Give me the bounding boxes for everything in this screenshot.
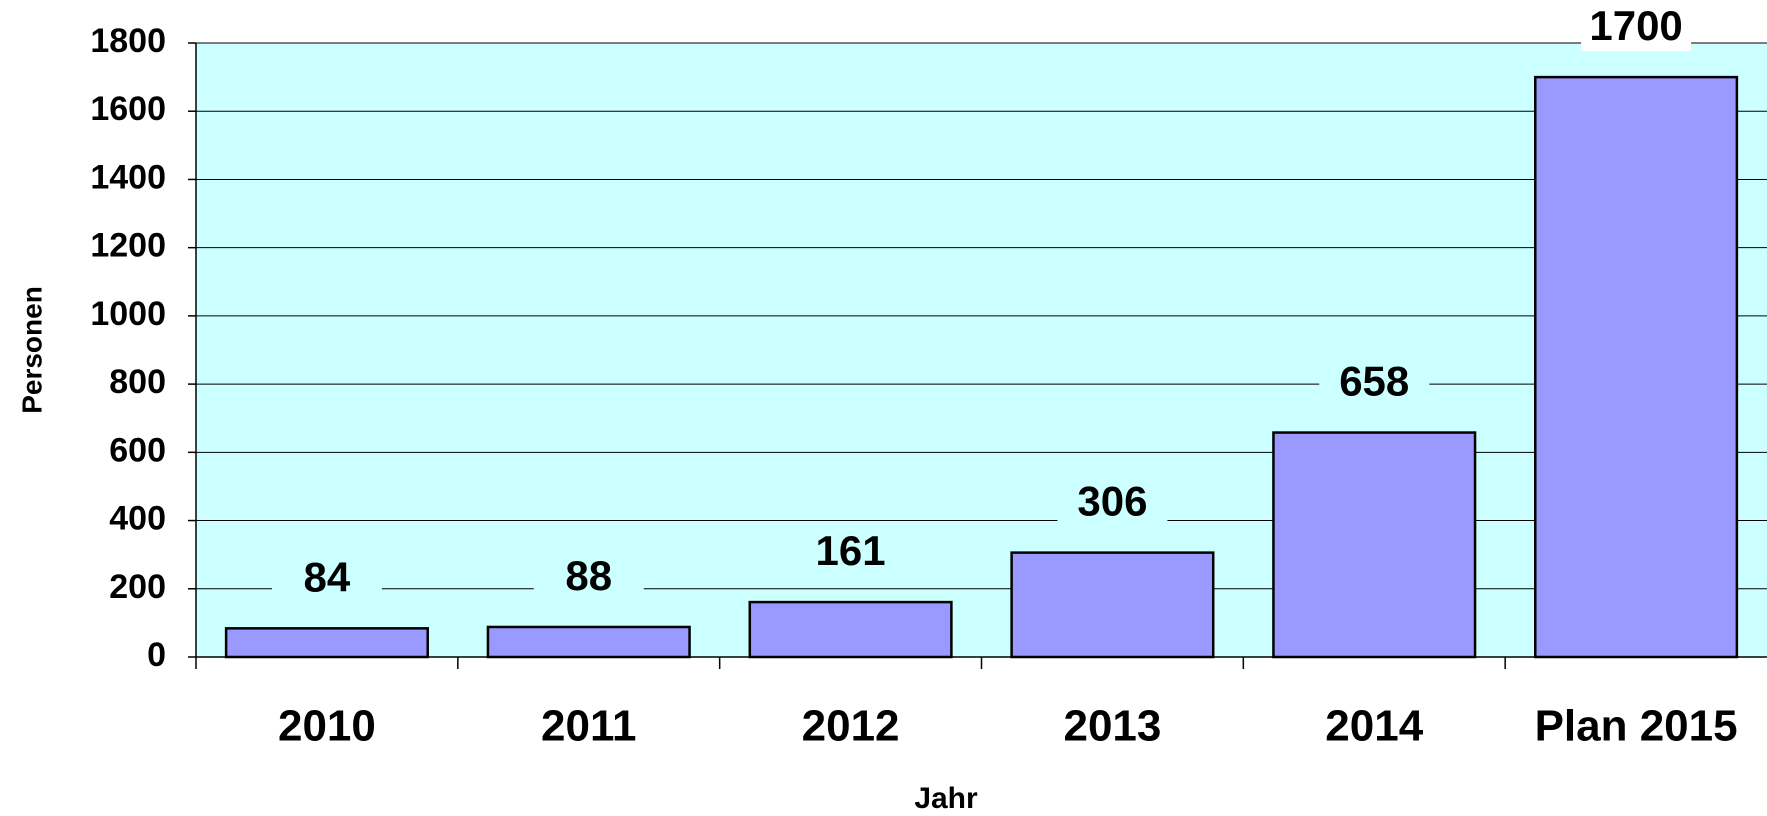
data-label: 658 <box>1339 358 1409 405</box>
y-tick-label: 1600 <box>90 90 166 128</box>
bar <box>486 625 691 659</box>
y-tick-label: 0 <box>147 636 166 674</box>
bar <box>748 600 953 659</box>
data-label-bg <box>271 558 382 603</box>
data-label: 306 <box>1077 478 1147 525</box>
bar <box>1534 75 1739 659</box>
data-label-bg <box>795 532 906 577</box>
bar <box>1010 551 1215 659</box>
data-label: 1700 <box>1589 2 1682 49</box>
data-label: 88 <box>565 552 612 599</box>
bar <box>224 627 429 659</box>
data-label-bg <box>1319 362 1430 407</box>
plot-area <box>196 43 1767 657</box>
x-tick-label: 2012 <box>802 702 900 751</box>
data-label-bg <box>533 556 644 601</box>
x-tick-label: 2010 <box>278 702 376 751</box>
y-tick-label: 1800 <box>90 22 166 60</box>
x-axis-label: Jahr <box>914 782 978 815</box>
data-label: 84 <box>304 553 351 600</box>
y-tick-label: 600 <box>109 431 166 469</box>
x-tick-label: 2013 <box>1063 702 1161 751</box>
y-axis-label: Personen <box>16 286 47 414</box>
y-tick-label: 1000 <box>90 295 166 333</box>
y-tick-label: 400 <box>109 500 166 538</box>
x-tick-label: 2011 <box>541 702 636 751</box>
y-tick-label: 1400 <box>90 158 166 196</box>
data-label-bg <box>1581 7 1692 52</box>
y-tick-label: 200 <box>109 568 166 606</box>
x-tick-label: Plan 2015 <box>1535 702 1738 751</box>
x-tick-label: 2014 <box>1325 702 1423 751</box>
y-tick-label: 1200 <box>90 227 166 265</box>
data-label: 161 <box>816 527 886 574</box>
y-tick-label: 800 <box>109 363 166 401</box>
data-label-bg <box>1057 482 1168 527</box>
bar <box>1272 431 1477 659</box>
